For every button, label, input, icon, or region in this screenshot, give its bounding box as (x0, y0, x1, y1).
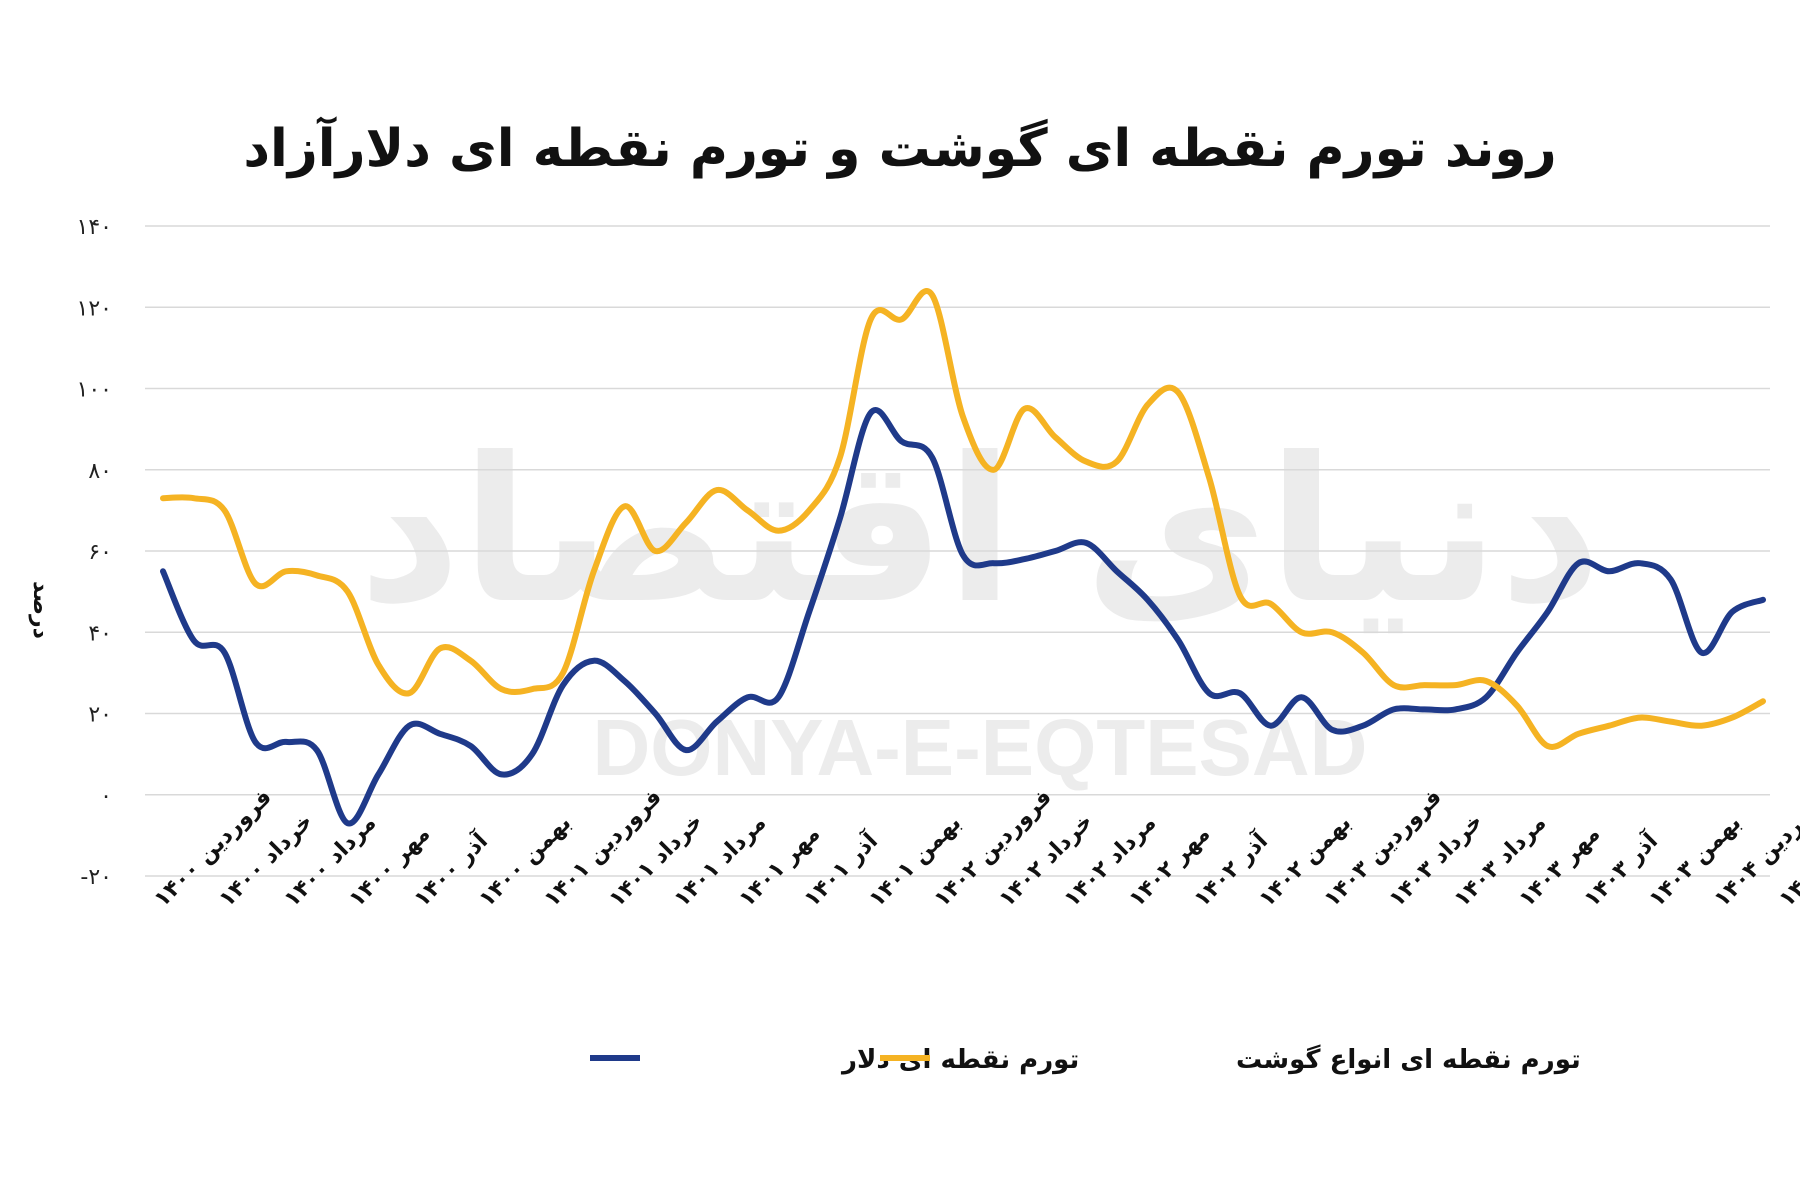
watermark: دنیای اقتصاد DONYA-E-EQTESAD (358, 415, 1601, 792)
y-tick-label: ۱۰۰ (77, 378, 112, 403)
y-axis-ticks: -۲۰ ۰ ۲۰ ۴۰ ۶۰ ۸۰ ۱۰۰ ۱۲۰ ۱۴۰ (77, 215, 112, 890)
gridlines (145, 225, 1770, 877)
y-tick-label: ۲۰ (88, 703, 112, 728)
y-tick-label: ۸۰ (88, 459, 112, 484)
y-tick-label: -۲۰ (80, 865, 112, 890)
x-tick-label: فروردین ۱۴۰۱ (540, 785, 667, 912)
legend-label-meat: تورم نقطه ای انواع گوشت (1236, 1044, 1581, 1075)
x-tick-label: فروردین ۱۴۰۲ (930, 785, 1057, 912)
x-tick-label: فروردین ۱۴۰۳ (1320, 785, 1447, 912)
legend-label-dollar: تورم نقطه ای دلار (840, 1045, 1079, 1075)
series-lines (160, 288, 1766, 827)
y-tick-label: ۱۲۰ (77, 296, 112, 321)
y-tick-label: ۶۰ (88, 540, 112, 565)
y-tick-label: ۰ (100, 784, 112, 809)
legend: تورم نقطه ای دلار تورم نقطه ای انواع گوش… (590, 1044, 1581, 1075)
watermark-text: DONYA-E-EQTESAD (593, 703, 1368, 792)
watermark-logo: دنیای اقتصاد (358, 415, 1601, 648)
y-tick-label: ۱۴۰ (77, 215, 112, 240)
y-tick-label: ۴۰ (88, 621, 112, 646)
chart-title: روند تورم نقطه ای گوشت و تورم نقطه ای دل… (243, 116, 1556, 179)
series-line-meat (160, 288, 1766, 750)
x-tick-label: فروردین ۱۴۰۰ (150, 785, 277, 912)
y-axis-label: درصد (28, 581, 53, 639)
series-line-dollar (160, 407, 1766, 827)
